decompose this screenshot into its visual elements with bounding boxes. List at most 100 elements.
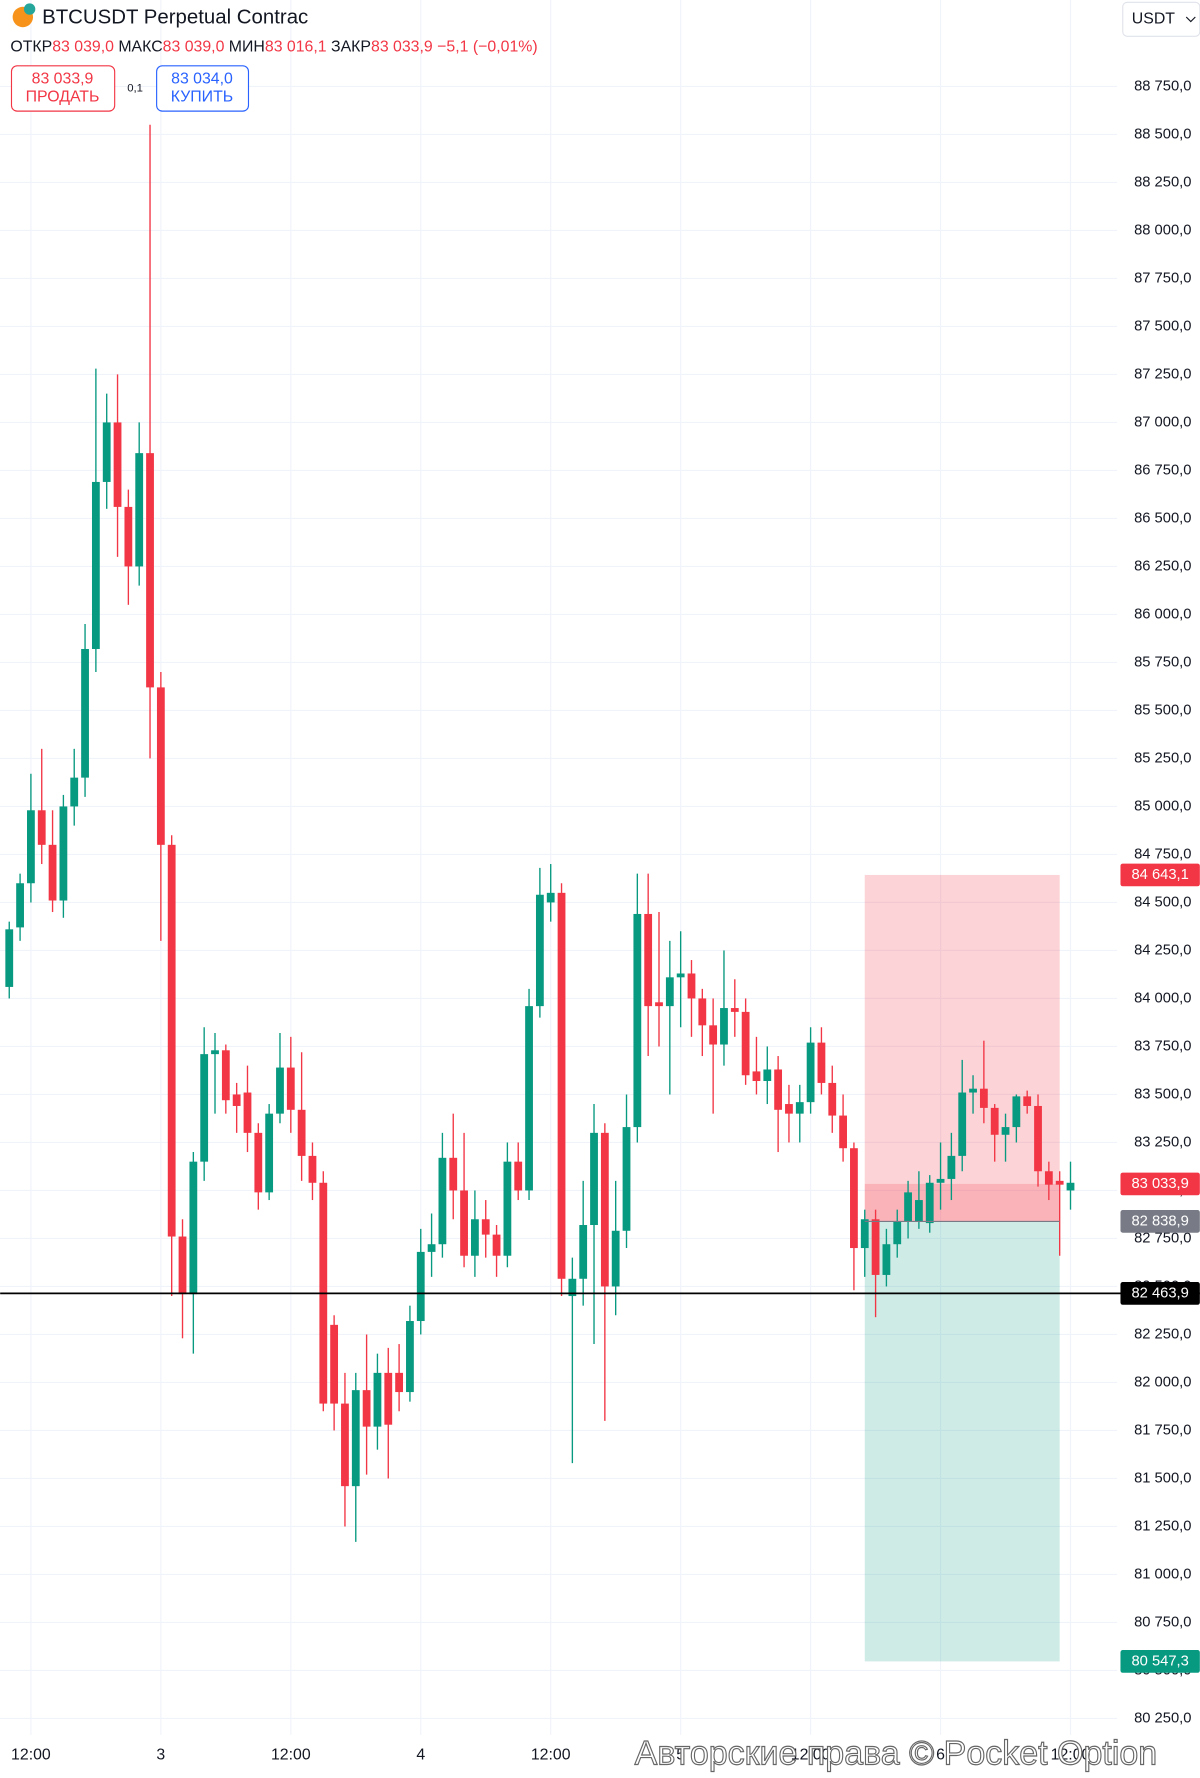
candle-body — [297, 1109, 306, 1156]
candle-body — [741, 1011, 750, 1076]
candle-body — [925, 1182, 934, 1224]
candle-body — [850, 1148, 858, 1249]
candle-body — [611, 1230, 620, 1287]
candle-body — [178, 1236, 187, 1295]
candle-body — [914, 1200, 923, 1222]
currency-label: USDT — [1132, 10, 1175, 27]
candle-body — [384, 1372, 393, 1425]
candle-body — [438, 1157, 447, 1245]
close-value: 83 033,9 — [371, 39, 433, 56]
candle-body — [167, 844, 176, 1237]
x-tick-label: 4 — [416, 1747, 425, 1764]
candle-body — [59, 806, 68, 901]
candle-body — [27, 810, 35, 884]
price-tag — [1120, 1282, 1200, 1305]
y-tick-label: 81 750,0 — [1134, 1422, 1191, 1438]
y-tick-label: 85 750,0 — [1134, 654, 1191, 670]
y-tick-label: 85 000,0 — [1134, 798, 1191, 814]
candle-body — [839, 1115, 847, 1149]
price-tag — [1120, 1172, 1200, 1196]
candle-body — [774, 1069, 783, 1110]
price-tag — [1120, 1210, 1200, 1233]
candle-body — [81, 648, 89, 778]
sell-button[interactable]: 83 033,9 ПРОДАТЬ — [10, 65, 116, 112]
y-tick-label: 81 250,0 — [1134, 1518, 1191, 1534]
buy-button[interactable]: 83 034,0 КУПИТЬ — [156, 65, 250, 112]
candle-body — [232, 1094, 241, 1106]
candle-body — [449, 1157, 458, 1191]
candle-body — [156, 687, 165, 845]
x-tick-label: 12:00 — [271, 1747, 311, 1764]
candle-body — [243, 1092, 252, 1133]
sell-price: 83 033,9 — [32, 71, 94, 88]
currency-select[interactable]: USDT — [1122, 1, 1200, 37]
price-tag-label: 80 547,3 — [1131, 1653, 1188, 1669]
y-tick-label: 83 250,0 — [1134, 1134, 1191, 1150]
y-tick-label: 84 750,0 — [1134, 846, 1191, 862]
price-tag-label: 83 033,9 — [1131, 1176, 1188, 1192]
y-tick-label: 88 750,0 — [1134, 78, 1191, 94]
candle-body — [91, 481, 100, 649]
candle-body — [254, 1132, 263, 1193]
candle-body — [687, 973, 696, 999]
x-tick-label: 12:00 — [531, 1747, 571, 1764]
candle-body — [644, 913, 653, 1007]
y-tick-label: 86 000,0 — [1134, 606, 1191, 622]
candle-body — [102, 422, 111, 482]
candle-body — [525, 1006, 533, 1191]
y-tick-label: 81 500,0 — [1134, 1470, 1191, 1486]
candle-body — [503, 1161, 512, 1256]
sell-label: ПРОДАТЬ — [26, 89, 100, 106]
candle-body — [958, 1092, 967, 1156]
change-value: −5,1 (−0,01%) — [437, 39, 538, 56]
candle-body — [871, 1219, 880, 1275]
candle-body — [1034, 1105, 1042, 1172]
header: BTCUSDT Perpetual Contrac ОТКР83 039,0 М… — [10, 1, 1200, 112]
candle-body — [698, 998, 707, 1026]
candle-body — [416, 1251, 425, 1322]
price-tag — [1120, 1650, 1200, 1673]
price-tag-label: 84 643,1 — [1131, 867, 1188, 883]
x-tick-label: 3 — [156, 1747, 165, 1764]
candle-body — [5, 929, 14, 987]
low-label: МИН — [229, 39, 265, 56]
buy-price: 83 034,0 — [171, 71, 233, 88]
candle-body — [622, 1127, 631, 1231]
candle-body — [882, 1244, 891, 1275]
candle-body — [720, 1008, 728, 1045]
candle-body — [514, 1161, 523, 1191]
x-tick-label: 12:00 — [1051, 1747, 1091, 1764]
candle-body — [947, 1155, 956, 1179]
y-tick-label: 84 500,0 — [1134, 894, 1191, 910]
y-tick-label: 86 500,0 — [1134, 510, 1191, 526]
candle-body — [265, 1113, 274, 1193]
candle-body — [763, 1069, 772, 1082]
high-label: МАКС — [118, 39, 162, 56]
candle-body — [373, 1372, 382, 1427]
candle-body — [557, 892, 566, 1279]
candle-body — [341, 1403, 349, 1487]
buy-button-box[interactable] — [156, 65, 250, 112]
candle-body — [200, 1054, 209, 1162]
ohlc-line: ОТКР83 039,0 МАКС83 039,0 МИН83 016,1 ЗА… — [10, 39, 537, 56]
candle-body — [600, 1132, 609, 1287]
candle-body — [936, 1178, 945, 1183]
candle-body — [395, 1372, 403, 1393]
candle-body — [481, 1219, 490, 1235]
candle-body — [979, 1088, 988, 1108]
sell-button-box[interactable] — [10, 65, 116, 112]
candle-body — [362, 1390, 371, 1427]
x-tick-label: 12:00 — [11, 1747, 51, 1764]
candle-body — [633, 913, 642, 1128]
y-tick-label: 87 500,0 — [1134, 318, 1191, 334]
candle-body — [709, 1025, 718, 1045]
y-tick-label: 87 000,0 — [1134, 414, 1191, 430]
candle-body — [276, 1067, 284, 1114]
candle-body — [785, 1104, 793, 1114]
candle-body — [37, 810, 46, 845]
y-tick-label: 88 500,0 — [1134, 126, 1191, 142]
candle-body — [990, 1107, 999, 1135]
price-tag — [1120, 863, 1200, 887]
candle-body — [860, 1219, 869, 1249]
